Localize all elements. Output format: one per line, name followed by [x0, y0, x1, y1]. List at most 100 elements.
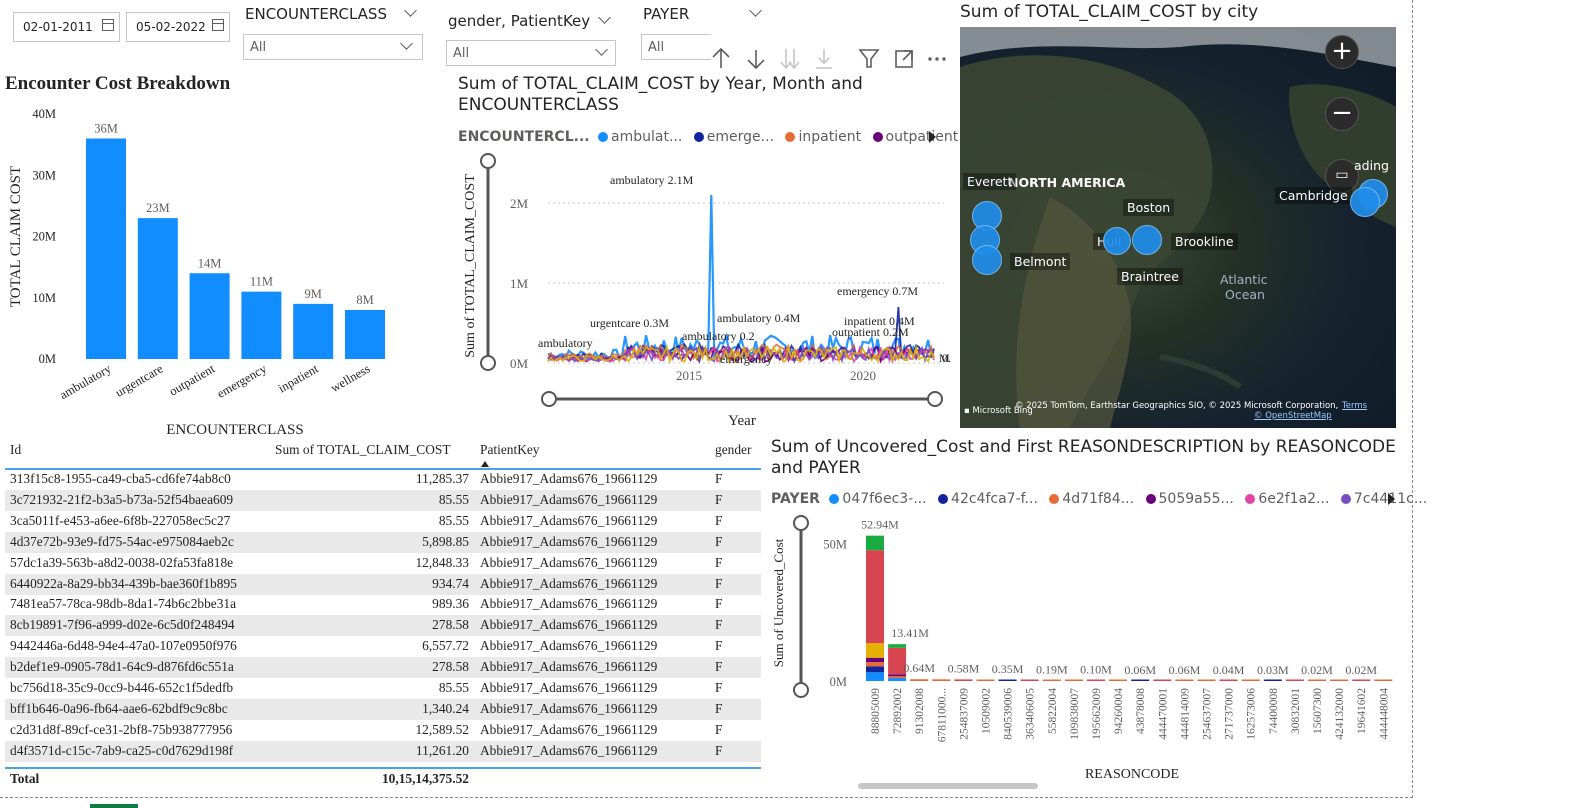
table-row[interactable]: 6440922a-8a29-bb34-439b-bae360f1b895 934.…: [5, 573, 761, 595]
city-bubble[interactable]: [1350, 187, 1380, 217]
data-label: inpatient 0.4M: [844, 314, 915, 328]
expand-hierarchy-icon[interactable]: [816, 49, 832, 69]
table-row[interactable]: 8cb19891-7f96-a999-d02e-6c5d0f248494 278.…: [5, 615, 761, 637]
chevron-down-icon[interactable]: [749, 4, 762, 17]
x-axis-label: ENCOUNTERCLASS: [166, 422, 304, 435]
table-row[interactable]: 3ca5011f-e453-a6ee-6f8b-227058ec5c27 85.5…: [5, 511, 761, 532]
chevron-down-icon[interactable]: [598, 11, 611, 24]
table-row[interactable]: 57dc1a39-563b-a8d2-0038-02fa53fa818e 12,8…: [5, 553, 761, 574]
legend-next-arrow-icon[interactable]: [926, 130, 938, 144]
start-date-input[interactable]: 02-01-2011: [13, 12, 120, 42]
table-row[interactable]: 4d37e72b-93e9-fd75-54ac-e975084aeb2c 5,89…: [5, 531, 761, 553]
y-tick-label: 1M: [510, 276, 529, 291]
gender-patient-dropdown[interactable]: All: [446, 40, 616, 66]
x-tick-label: 88805009: [870, 688, 882, 734]
city-map[interactable]: + − ▭ NORTH AMERICA Everett Boston Hull …: [960, 27, 1396, 428]
chevron-down-icon[interactable]: [404, 4, 417, 17]
legend-item[interactable]: 4d71f84...: [1042, 491, 1134, 507]
table-row[interactable]: 9442446a-6d48-94e4-47a0-107e0950f976 6,55…: [5, 636, 761, 657]
cell-id: 3ca5011f-e453-a6ee-6f8b-227058ec5c27: [10, 512, 231, 528]
data-label: 0.35M: [992, 662, 1024, 676]
bar-segment: [888, 674, 907, 677]
data-label: 36M: [94, 122, 118, 136]
slider-handle: [793, 682, 809, 698]
table-row[interactable]: d4f3571d-c15c-7ab9-ca25-c0d7629d198f 11,2…: [5, 740, 761, 762]
end-date-input[interactable]: 05-02-2022: [126, 12, 230, 42]
map-terms-link[interactable]: Terms: [1342, 401, 1368, 411]
cell-id: 7481ea57-78ca-98db-8da1-74b6c2bbe31a: [10, 596, 237, 612]
legend-item[interactable]: inpatient: [778, 129, 861, 145]
table-row[interactable]: b2def1e9-0905-78d1-64c9-d876fd6c551a 278.…: [5, 657, 761, 679]
encounterclass-dropdown[interactable]: All: [243, 34, 423, 60]
table-header: Id Sum of TOTAL_CLAIM_COST PatientKey ge…: [5, 438, 761, 470]
x-axis-label: REASONCODE: [1085, 767, 1179, 782]
data-label: urgentcare 0.3M: [590, 316, 669, 330]
chevron-down-icon: [400, 37, 413, 50]
legend-item[interactable]: 42c4fca7-f...: [931, 491, 1038, 507]
zoom-out-button[interactable]: −: [1325, 97, 1359, 131]
stacked-chart-title-line1: Sum of Uncovered_Cost and First REASONDE…: [771, 437, 1396, 457]
column-header-patientkey[interactable]: PatientKey: [480, 442, 540, 457]
x-tick-label: 162573006: [1246, 688, 1258, 740]
map-label-city: Belmont: [1010, 253, 1071, 270]
column-header-id[interactable]: Id: [10, 442, 22, 457]
x-tick-label: 67811000...: [936, 688, 948, 742]
payer-dropdown[interactable]: All: [641, 34, 711, 60]
gender-patient-dropdown-value: All: [453, 46, 470, 61]
city-bubble[interactable]: [972, 245, 1002, 275]
table-row[interactable]: bff1b646-0a96-fb64-aae6-62bdf9c9c8bc 1,34…: [5, 698, 761, 720]
legend-item[interactable]: 5059a55...: [1139, 491, 1234, 507]
table-row[interactable]: bc756d18-35c9-0cc9-b446-652c1f5dedfb 85.5…: [5, 678, 761, 699]
city-bubble[interactable]: [1132, 225, 1162, 255]
cell-id: 57dc1a39-563b-a8d2-0038-02fa53fa818e: [10, 554, 234, 570]
bar: [241, 291, 282, 359]
legend-item[interactable]: emerge...: [687, 129, 774, 145]
table-row[interactable]: 3c721932-21f2-b3a5-b73a-52f54baea609 85.5…: [5, 489, 761, 511]
calendar-icon[interactable]: [212, 19, 224, 31]
calendar-icon[interactable]: [102, 19, 114, 31]
focus-mode-icon[interactable]: [895, 50, 913, 68]
drill-down-icon[interactable]: [747, 50, 765, 70]
select-tool-button[interactable]: ▭: [1325, 159, 1359, 193]
drill-up-icon[interactable]: [712, 47, 730, 68]
bar-segment: [866, 657, 884, 663]
cell-patientkey: Abbie917_Adams676_19661129: [480, 659, 658, 675]
data-label: ambulatory 0.4M: [717, 311, 801, 325]
encounterclass-dropdown-value: All: [250, 40, 267, 55]
data-label: 0.02M: [1301, 663, 1333, 677]
bar-segment: [1219, 679, 1238, 681]
x-tick-label: wellness: [328, 361, 372, 395]
cell-id: 6440922a-8a29-bb34-439b-bae360f1b895: [10, 575, 237, 591]
legend-item[interactable]: ambulat...: [594, 129, 682, 145]
cell-id: c2d31d8f-89cf-ce31-2bf8-75b938777956: [10, 721, 233, 737]
legend-item[interactable]: 7c4411c...: [1334, 491, 1427, 507]
cell-total-claim-cost: 1,340.24: [422, 700, 469, 716]
filter-icon[interactable]: [858, 49, 880, 68]
page-tab-indicator[interactable]: [90, 804, 138, 808]
legend-item[interactable]: 047f6ec3-...: [824, 491, 927, 507]
table-row[interactable]: 7481ea57-78ca-98db-8da1-74b6c2bbe31a 989.…: [5, 594, 761, 615]
data-label: 11M: [250, 275, 273, 289]
zoom-in-button[interactable]: +: [1325, 35, 1359, 69]
bar-segment: [1064, 679, 1083, 681]
column-header-total-claim-cost[interactable]: Sum of TOTAL_CLAIM_COST: [275, 442, 451, 457]
x-tick-label: 10509002: [981, 688, 993, 734]
x-tick-label: 109838007: [1069, 688, 1081, 740]
cell-gender: F: [715, 680, 723, 695]
cell-id: 8cb19891-7f96-a999-d02e-6c5d0f248494: [10, 617, 235, 633]
more-options-icon[interactable]: [928, 57, 946, 61]
legend-item[interactable]: 6e2f1a2...: [1238, 491, 1329, 507]
sort-ascending-icon[interactable]: [481, 461, 489, 467]
legend-next-arrow-icon[interactable]: [1385, 492, 1397, 506]
column-header-gender[interactable]: gender: [715, 442, 752, 457]
table-row[interactable]: 313f15c8-1955-ca49-cba5-cd6fe74ab8c0 11,2…: [5, 469, 761, 490]
y-tick-label: 0M: [830, 675, 847, 689]
legend-item[interactable]: outpatient: [866, 129, 958, 145]
table-row[interactable]: c2d31d8f-89cf-ce31-2bf8-75b938777956 12,5…: [5, 720, 761, 741]
map-attribution: © 2025 TomTom, Earthstar Geographics SIO…: [1015, 401, 1339, 411]
bar-segment: [888, 676, 907, 679]
city-bubble[interactable]: [1103, 227, 1131, 255]
map-osm-link[interactable]: © OpenStreetMap: [1254, 411, 1332, 421]
expand-all-icon[interactable]: [780, 49, 800, 70]
x-tick-label: inpatient: [276, 361, 321, 395]
